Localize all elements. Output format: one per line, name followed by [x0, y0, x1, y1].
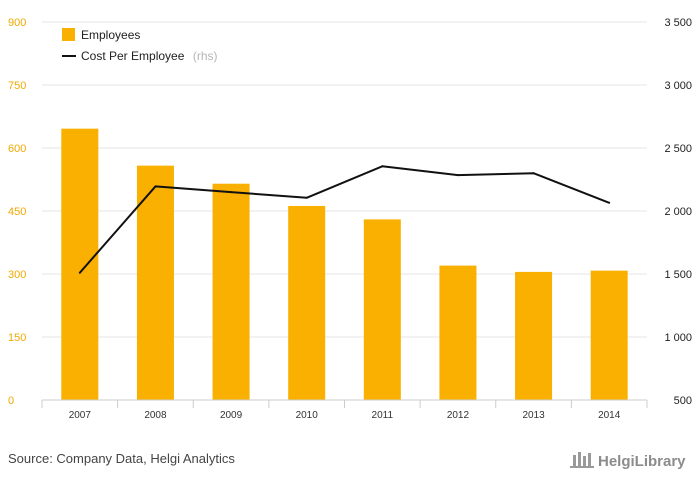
- point-cost-per-employee: [154, 185, 157, 188]
- bar-employees: [212, 183, 250, 400]
- brand-name: HelgiLibrary: [598, 453, 686, 470]
- line-cost-per-employee: [79, 165, 610, 274]
- y-left-tick-label: 600: [8, 143, 26, 155]
- x-tick-label: 2007: [69, 410, 92, 421]
- cost-per-employee-line: [78, 165, 611, 274]
- footer: Source: Company Data, Helgi Analytics He…: [8, 451, 686, 470]
- point-cost-per-employee: [532, 172, 535, 175]
- y-right-tick-label: 3 000: [664, 80, 692, 92]
- point-cost-per-employee: [230, 191, 233, 194]
- bar-employees: [515, 271, 553, 400]
- y-right-tick-label: 1 500: [664, 269, 692, 281]
- bar-employees: [288, 205, 326, 400]
- y-right-tick-label: 1 000: [664, 332, 692, 344]
- y-left-tick-label: 0: [8, 395, 14, 407]
- y-right-tick-label: 3 500: [664, 17, 692, 29]
- y-left-tick-label: 300: [8, 269, 26, 281]
- point-cost-per-employee: [78, 271, 81, 274]
- legend-label-cost-per-employee: Cost Per Employee (rhs): [81, 47, 218, 64]
- bar-employees: [61, 128, 99, 400]
- point-cost-per-employee: [305, 196, 308, 199]
- bar-employees: [439, 265, 477, 400]
- x-tick-label: 2013: [522, 410, 545, 421]
- legend-swatch-employees: [62, 28, 75, 41]
- bar-employees: [363, 219, 401, 400]
- legend: Employees Cost Per Employee (rhs): [62, 28, 218, 64]
- y-left-tick-label: 450: [8, 206, 26, 218]
- y-left-tick-label: 150: [8, 332, 26, 344]
- x-tick-label: 2014: [598, 410, 621, 421]
- library-icon: [570, 452, 594, 468]
- y-left-tick-label: 900: [8, 17, 26, 29]
- legend-label-employees: Employees: [81, 28, 140, 42]
- y-left-tick-label: 750: [8, 80, 26, 92]
- point-cost-per-employee: [381, 165, 384, 168]
- legend-label-rhs: (rhs): [193, 49, 218, 63]
- employees-bars: [61, 128, 628, 400]
- x-tick-label: 2009: [220, 410, 243, 421]
- point-cost-per-employee: [608, 201, 611, 204]
- x-tick-label: 2012: [447, 410, 470, 421]
- point-cost-per-employee: [456, 174, 459, 177]
- bar-employees: [590, 270, 628, 400]
- legend-label-cost-name: Cost Per Employee: [81, 49, 185, 63]
- axes: 0 150 300 450 600 750 900 500 1 000 1 500 2 000 2 5…: [8, 17, 692, 421]
- source-note: Source: Company Data, Helgi Analytics: [8, 451, 235, 466]
- y-right-tick-label: 2 000: [664, 206, 692, 218]
- y-right-tick-label: 2 500: [664, 143, 692, 155]
- bar-employees: [136, 165, 174, 400]
- gridlines: [42, 21, 647, 338]
- x-tick-label: 2008: [144, 410, 167, 421]
- y-right-tick-label: 500: [674, 395, 692, 407]
- x-tick-label: 2010: [296, 410, 319, 421]
- x-tick-label: 2011: [372, 410, 394, 421]
- helgi-library-logo: HelgiLibrary: [570, 452, 686, 470]
